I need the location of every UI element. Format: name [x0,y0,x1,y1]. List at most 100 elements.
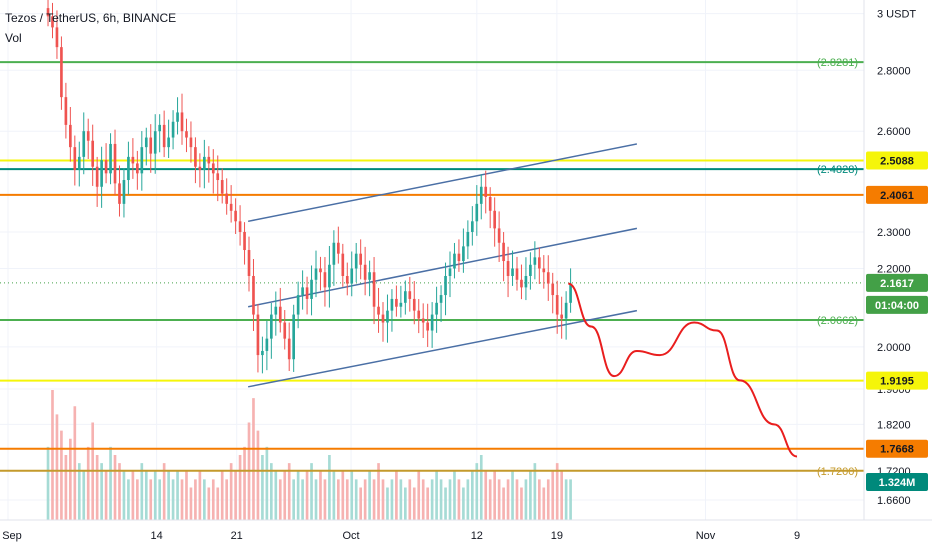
candle[interactable] [104,143,108,184]
candle[interactable] [448,251,452,298]
candle[interactable] [261,336,264,374]
candle[interactable] [551,272,555,314]
candle[interactable] [113,129,117,196]
candle[interactable] [412,281,416,325]
candle[interactable] [171,110,175,150]
candle[interactable] [542,255,546,289]
candle[interactable] [118,165,121,217]
candle[interactable] [341,243,345,287]
candle[interactable] [345,262,349,296]
candle[interactable] [564,291,568,340]
candle[interactable] [310,265,313,316]
candle[interactable] [225,178,229,215]
candle[interactable] [457,239,461,272]
candle[interactable] [471,206,474,246]
candle[interactable] [256,303,260,373]
candle[interactable] [203,139,206,189]
candle[interactable] [502,232,505,282]
candle[interactable] [399,285,403,318]
candle[interactable] [488,187,492,229]
candle[interactable] [278,287,282,333]
candle[interactable] [381,302,385,342]
candle[interactable] [368,260,371,297]
candle[interactable] [46,0,50,27]
candle[interactable] [319,256,322,291]
candle[interactable] [435,286,438,333]
channel-line-lower[interactable] [247,309,638,388]
candle[interactable] [64,82,68,139]
candle[interactable] [323,257,327,307]
candle[interactable] [372,257,376,325]
candle[interactable] [359,239,362,280]
candle[interactable] [537,247,541,284]
candle[interactable] [453,242,456,279]
candle[interactable] [332,230,336,286]
candle[interactable] [390,289,394,332]
candle[interactable] [484,170,488,214]
candle[interactable] [127,141,130,195]
candle[interactable] [274,291,278,336]
candle[interactable] [243,222,246,265]
candle[interactable] [176,97,179,135]
candle[interactable] [122,168,126,218]
candle[interactable] [296,281,300,329]
candle[interactable] [51,2,54,39]
candle[interactable] [216,155,220,202]
candle[interactable] [520,264,523,300]
projection-path[interactable] [567,282,798,458]
candle[interactable] [185,118,188,153]
candle[interactable] [305,276,309,315]
candle[interactable] [189,121,193,163]
candle[interactable] [430,302,434,348]
candle[interactable] [395,285,398,317]
candle[interactable] [475,185,479,236]
candle[interactable] [283,310,287,350]
candle[interactable] [77,141,81,187]
candle[interactable] [421,303,425,339]
candle[interactable] [354,242,358,283]
candle[interactable] [555,280,559,334]
candle[interactable] [314,250,318,298]
candle[interactable] [180,93,184,145]
candle[interactable] [158,114,162,153]
candle[interactable] [91,124,95,186]
candle[interactable] [524,257,528,301]
candle[interactable] [211,149,215,194]
candle[interactable] [100,146,103,208]
candle[interactable] [328,245,331,308]
candle[interactable] [444,262,447,316]
time-axis[interactable]: Sep 14 21 Oct 12 19 Nov 9 [2,530,800,542]
candle[interactable] [140,131,144,191]
candle[interactable] [533,241,537,280]
candle[interactable] [479,174,483,220]
candle[interactable] [198,153,202,188]
candle[interactable] [462,228,465,273]
candle[interactable] [60,36,63,110]
candle[interactable] [153,114,157,174]
candle[interactable] [506,246,510,298]
candle[interactable] [194,137,197,184]
candle[interactable] [270,302,273,359]
candle[interactable] [569,268,572,313]
candle[interactable] [337,226,340,264]
projection-drawing-layer[interactable] [567,282,798,458]
candle[interactable] [69,107,72,162]
candle[interactable] [234,198,237,235]
candle[interactable] [252,259,255,332]
candle[interactable] [136,150,139,190]
candle[interactable] [144,127,148,166]
candle[interactable] [95,156,99,207]
candle[interactable] [292,304,296,372]
candle[interactable] [287,322,291,372]
candle[interactable] [350,251,354,297]
channel-lines-layer[interactable] [247,143,638,388]
candle[interactable] [73,135,77,186]
candle[interactable] [162,110,166,158]
candle[interactable] [301,270,304,310]
candle[interactable] [426,303,429,347]
candle[interactable] [377,287,380,333]
candle[interactable] [149,124,153,173]
candle[interactable] [560,296,563,339]
candle[interactable] [363,246,367,296]
